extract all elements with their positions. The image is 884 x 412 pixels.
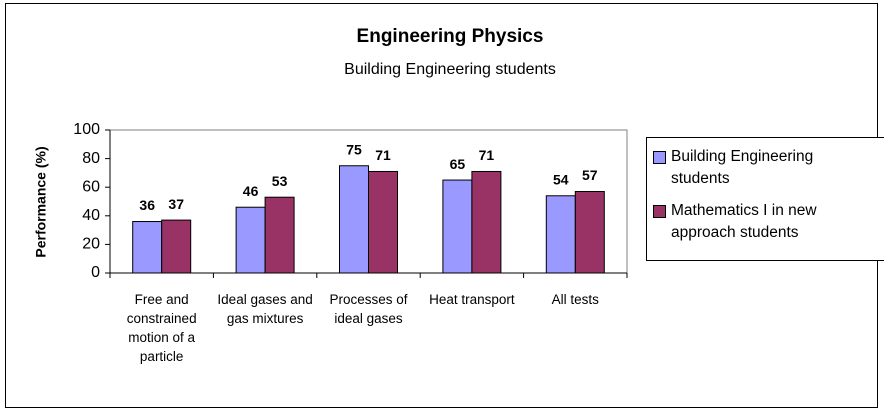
bar [545, 195, 576, 274]
bar [161, 219, 192, 274]
value-label: 54 [553, 171, 569, 187]
legend-label: Mathematics I in new approach students [671, 202, 817, 241]
value-label: 46 [243, 183, 259, 199]
y-tick-label: 0 [91, 264, 100, 281]
bar [264, 196, 295, 274]
bar [368, 170, 398, 274]
value-label: 53 [272, 173, 288, 189]
value-label: 65 [450, 156, 466, 172]
y-tick-label: 40 [82, 207, 100, 224]
bar [471, 170, 502, 274]
bar [442, 179, 473, 274]
x-tick-label: Ideal gases and gas mixtures [217, 292, 313, 326]
y-tick-label: 80 [82, 150, 100, 167]
y-axis-label: Performance (%) [33, 146, 49, 257]
value-label: 57 [582, 167, 598, 183]
chart-title: Engineering Physics [357, 26, 544, 47]
x-tick-label: Heat transport [429, 292, 515, 307]
x-tick-label: Processes of ideal gases [329, 292, 408, 326]
y-tick-label: 20 [82, 236, 100, 253]
legend-entry: Mathematics I in new approach students [653, 200, 884, 244]
value-label: 36 [139, 197, 155, 213]
bar [132, 221, 163, 274]
legend-entry: Building Engineering students [653, 146, 884, 190]
legend-swatch [653, 151, 666, 164]
chart-subtitle: Building Engineering students [344, 61, 556, 78]
value-label: 37 [168, 196, 184, 212]
legend-label: Building Engineering students [671, 148, 814, 187]
y-tick-label: 100 [73, 121, 100, 138]
legend-swatch [653, 205, 666, 218]
bar [339, 165, 369, 274]
value-label: 71 [479, 147, 495, 163]
bar [235, 206, 266, 274]
legend: Building Engineering students Mathematics… [646, 137, 884, 261]
value-label: 75 [346, 141, 362, 157]
bar [574, 190, 605, 274]
y-tick-label: 60 [82, 178, 100, 195]
x-tick-label: Free and constrained motion of a particl… [126, 292, 197, 364]
value-label: 71 [375, 147, 391, 163]
x-tick-label: All tests [551, 292, 599, 307]
